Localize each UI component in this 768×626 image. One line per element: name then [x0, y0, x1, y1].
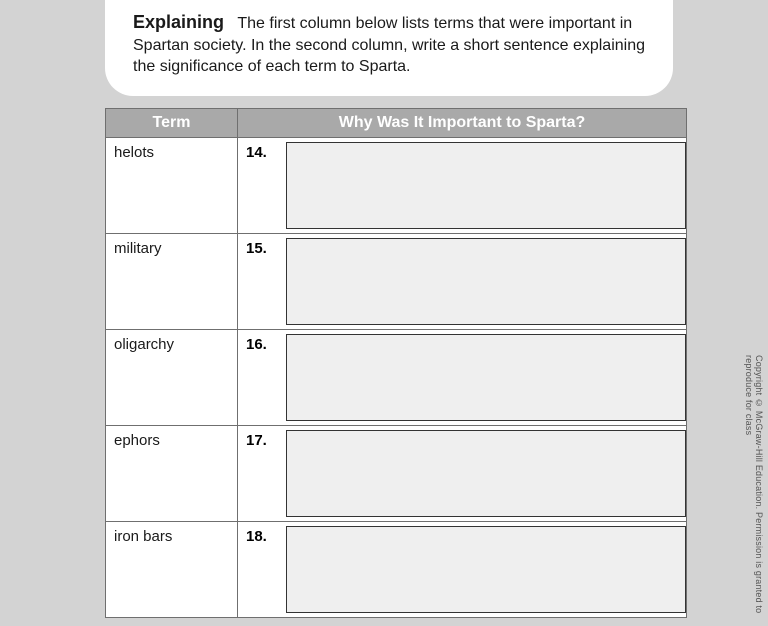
answer-input-16[interactable]	[286, 334, 686, 421]
header-term: Term	[106, 109, 238, 138]
table-row: helots 14.	[106, 138, 687, 234]
term-cell: military	[106, 234, 238, 330]
header-why: Why Was It Important to Sparta?	[238, 109, 687, 138]
term-cell: iron bars	[106, 522, 238, 618]
answer-input-18[interactable]	[286, 526, 686, 613]
table-row: oligarchy 16.	[106, 330, 687, 426]
table-header-row: Term Why Was It Important to Sparta?	[106, 109, 687, 138]
answer-input-17[interactable]	[286, 430, 686, 517]
terms-table-wrap: Term Why Was It Important to Sparta? hel…	[105, 108, 687, 618]
term-cell: oligarchy	[106, 330, 238, 426]
table-row: military 15.	[106, 234, 687, 330]
question-number: 14.	[246, 144, 276, 161]
answer-cell: 17.	[238, 426, 687, 522]
term-cell: helots	[106, 138, 238, 234]
worksheet-page: Explaining The first column below lists …	[90, 0, 688, 626]
answer-input-15[interactable]	[286, 238, 686, 325]
answer-input-14[interactable]	[286, 142, 686, 229]
copyright-text: Copyright © McGraw-Hill Education. Permi…	[744, 355, 764, 626]
question-number: 18.	[246, 528, 276, 545]
terms-table: Term Why Was It Important to Sparta? hel…	[105, 108, 687, 618]
answer-cell: 18.	[238, 522, 687, 618]
answer-cell: 14.	[238, 138, 687, 234]
question-number: 15.	[246, 240, 276, 257]
term-cell: ephors	[106, 426, 238, 522]
question-number: 17.	[246, 432, 276, 449]
instruction-box: Explaining The first column below lists …	[105, 0, 673, 96]
answer-cell: 15.	[238, 234, 687, 330]
instruction-title: Explaining	[133, 12, 224, 32]
answer-cell: 16.	[238, 330, 687, 426]
table-row: iron bars 18.	[106, 522, 687, 618]
table-row: ephors 17.	[106, 426, 687, 522]
question-number: 16.	[246, 336, 276, 353]
